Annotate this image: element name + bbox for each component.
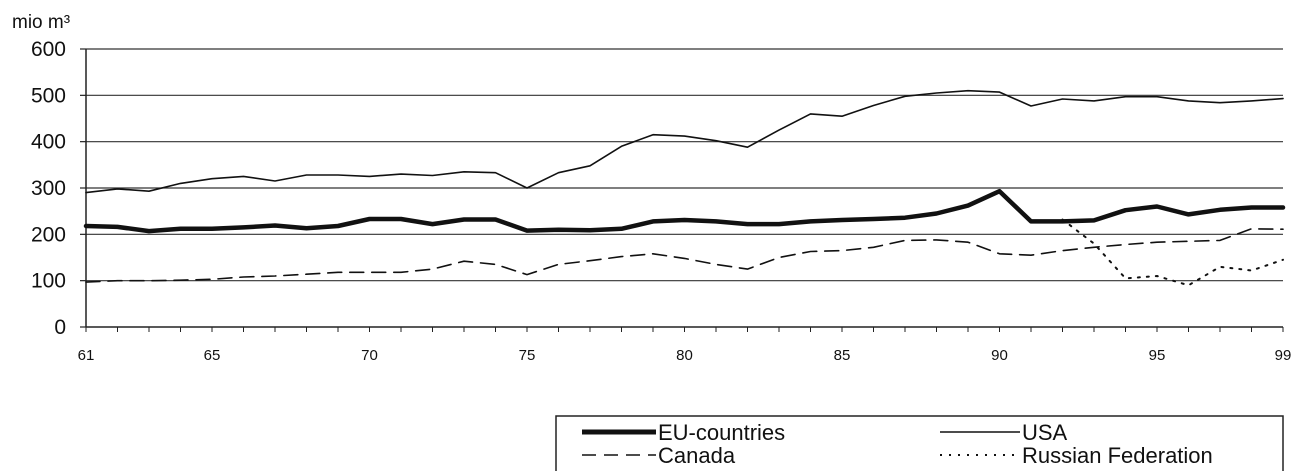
- legend-label-canada: Canada: [658, 443, 736, 468]
- series-line-canada: [85, 228, 1284, 283]
- x-tick-label-85: 85: [834, 347, 851, 364]
- legend-label-usa: USA: [1022, 420, 1068, 445]
- x-tick-label-95: 95: [1149, 347, 1166, 364]
- series-lines: [83, 89, 1286, 287]
- legend-label-russian-federation: Russian Federation: [1022, 443, 1213, 468]
- y-tick-label-500: 500: [31, 84, 66, 107]
- y-tick-label-0: 0: [54, 316, 66, 339]
- y-tick-label-200: 200: [31, 223, 66, 246]
- y-axis-ticks: 0 100 200 300 400 500 600: [31, 38, 86, 339]
- y-tick-label-400: 400: [31, 131, 66, 154]
- y-tick-label-100: 100: [31, 270, 66, 293]
- y-axis-unit-label: mio m³: [12, 12, 70, 33]
- legend: EU-countries USA Canada Russian Federati…: [555, 415, 1284, 471]
- x-tick-label-75: 75: [519, 347, 536, 364]
- x-tick-label-65: 65: [204, 347, 221, 364]
- legend-label-eu-countries: EU-countries: [658, 420, 785, 445]
- x-tick-label-70: 70: [361, 347, 378, 364]
- series-line-usa: [85, 89, 1284, 194]
- x-tick-label-90: 90: [991, 347, 1008, 364]
- x-axis-ticks: 61 65 70 75 80 85 90 95 99: [78, 327, 1292, 364]
- series-line-russian-federation: [1061, 218, 1284, 287]
- y-tick-label-600: 600: [31, 38, 66, 61]
- x-tick-label-99: 99: [1275, 347, 1292, 364]
- x-tick-label-80: 80: [676, 347, 693, 364]
- x-tick-label-61: 61: [78, 347, 95, 364]
- y-tick-label-300: 300: [31, 177, 66, 200]
- legend-box: [555, 415, 1284, 471]
- gridlines: [86, 48, 1283, 282]
- series-line-eu-countries: [83, 188, 1286, 234]
